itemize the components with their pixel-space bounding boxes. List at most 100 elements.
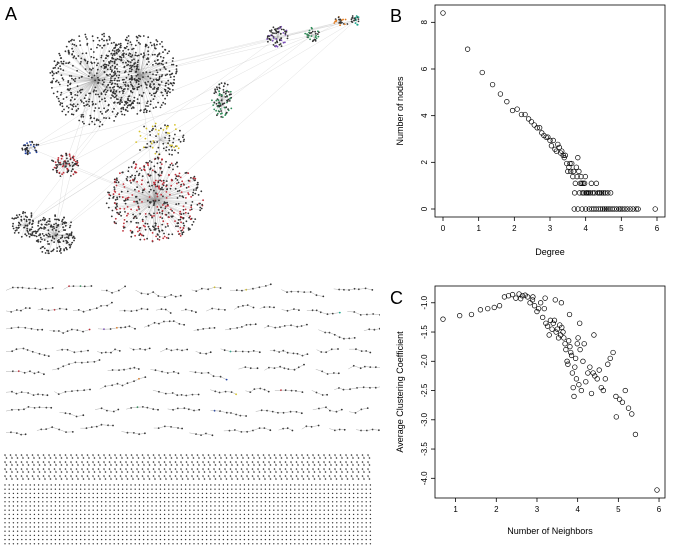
data-point xyxy=(509,291,516,298)
data-point xyxy=(576,382,582,388)
panel-label-c: C xyxy=(390,288,403,308)
data-point xyxy=(560,329,566,335)
data-point xyxy=(524,294,531,300)
y-tick-label: 8 xyxy=(420,20,429,25)
data-point xyxy=(568,352,575,359)
data-point xyxy=(509,107,516,114)
clustering-coefficient-chart: 1 2 3 4 5 6 -1.0 -1.5 -2.0 -2.5 -3.0 -3.5 -4.0 Numbe… xyxy=(395,285,666,536)
y-tick-label: 4 xyxy=(420,113,429,118)
data-point xyxy=(563,346,569,353)
data-point xyxy=(573,164,580,170)
data-point xyxy=(581,190,587,196)
data-point xyxy=(605,190,611,196)
cluster-orange xyxy=(333,16,349,27)
cluster-hub-3 xyxy=(105,157,205,243)
data-point xyxy=(556,144,562,151)
data-point xyxy=(570,173,576,180)
data-point xyxy=(457,312,463,319)
data-point xyxy=(590,190,596,196)
data-point xyxy=(622,206,628,212)
y-axis-label: Number of nodes xyxy=(395,76,405,146)
data-point xyxy=(580,358,586,364)
isolated-nodes xyxy=(4,484,372,545)
x-tick-label: 3 xyxy=(548,224,553,233)
data-point xyxy=(479,69,485,76)
data-point xyxy=(594,376,600,382)
data-point xyxy=(588,390,595,397)
data-point xyxy=(597,190,603,196)
data-point xyxy=(600,206,606,212)
data-point xyxy=(601,206,608,212)
y-tick-label: 6 xyxy=(420,66,429,71)
data-point xyxy=(548,143,555,149)
data-point xyxy=(613,414,619,420)
data-point xyxy=(514,106,520,112)
cluster-blue xyxy=(21,140,40,156)
data-point xyxy=(491,304,497,311)
y-tick-label: -3.5 xyxy=(420,442,429,456)
data-point xyxy=(603,206,610,212)
data-point xyxy=(468,311,475,318)
data-point xyxy=(624,206,631,212)
data-point xyxy=(580,180,586,186)
data-point xyxy=(525,116,532,122)
data-point xyxy=(540,314,546,321)
data-point xyxy=(577,320,583,326)
data-point xyxy=(616,396,623,402)
data-point xyxy=(572,355,579,362)
data-point xyxy=(597,206,604,212)
data-point xyxy=(535,305,542,312)
data-point xyxy=(537,300,544,306)
cluster-green xyxy=(211,82,233,119)
cluster-teal xyxy=(350,15,360,26)
data-point xyxy=(605,206,611,212)
data-point xyxy=(576,168,582,175)
network-diagram xyxy=(4,15,380,545)
data-point xyxy=(485,305,491,312)
data-point xyxy=(591,332,597,338)
x-tick-label: 6 xyxy=(657,505,662,514)
data-point xyxy=(555,141,561,148)
data-point xyxy=(602,190,608,196)
data-point xyxy=(552,297,558,303)
data-point xyxy=(534,125,540,131)
data-point xyxy=(531,122,537,128)
data-point xyxy=(518,296,524,302)
cluster-hub-2 xyxy=(102,34,178,115)
data-point xyxy=(537,125,543,131)
plot-frame xyxy=(434,285,666,499)
data-point xyxy=(582,173,588,180)
data-point xyxy=(464,46,471,52)
y-tick-label: -3.0 xyxy=(420,412,429,426)
x-tick-label: 2 xyxy=(494,505,499,514)
y-tick-label: -2.5 xyxy=(420,383,429,397)
panel-label-b: B xyxy=(390,6,403,26)
data-point xyxy=(583,379,589,385)
data-point xyxy=(529,297,536,303)
data-point xyxy=(595,190,601,196)
data-point xyxy=(575,335,581,341)
data-point xyxy=(588,180,595,186)
data-point xyxy=(579,206,585,212)
cluster-hub-1 xyxy=(49,32,142,128)
y-tick-label: 2 xyxy=(420,160,429,165)
x-tick-label: 4 xyxy=(575,505,580,514)
data-point xyxy=(569,160,575,167)
x-tick-label: 0 xyxy=(441,224,446,233)
data-point xyxy=(513,295,519,301)
data-point xyxy=(574,341,580,347)
data-point xyxy=(613,393,619,400)
data-point xyxy=(599,190,605,196)
data-point xyxy=(571,206,577,212)
data-point xyxy=(496,303,503,309)
data-point xyxy=(546,332,552,338)
data-point xyxy=(610,349,616,356)
data-point xyxy=(570,384,576,391)
data-point xyxy=(627,206,633,212)
cluster-small-1 xyxy=(304,26,320,43)
data-point xyxy=(600,387,606,394)
data-point xyxy=(573,376,580,382)
y-tick-label: -1.0 xyxy=(420,295,429,309)
cluster-purple xyxy=(266,25,289,48)
data-point xyxy=(528,119,535,125)
